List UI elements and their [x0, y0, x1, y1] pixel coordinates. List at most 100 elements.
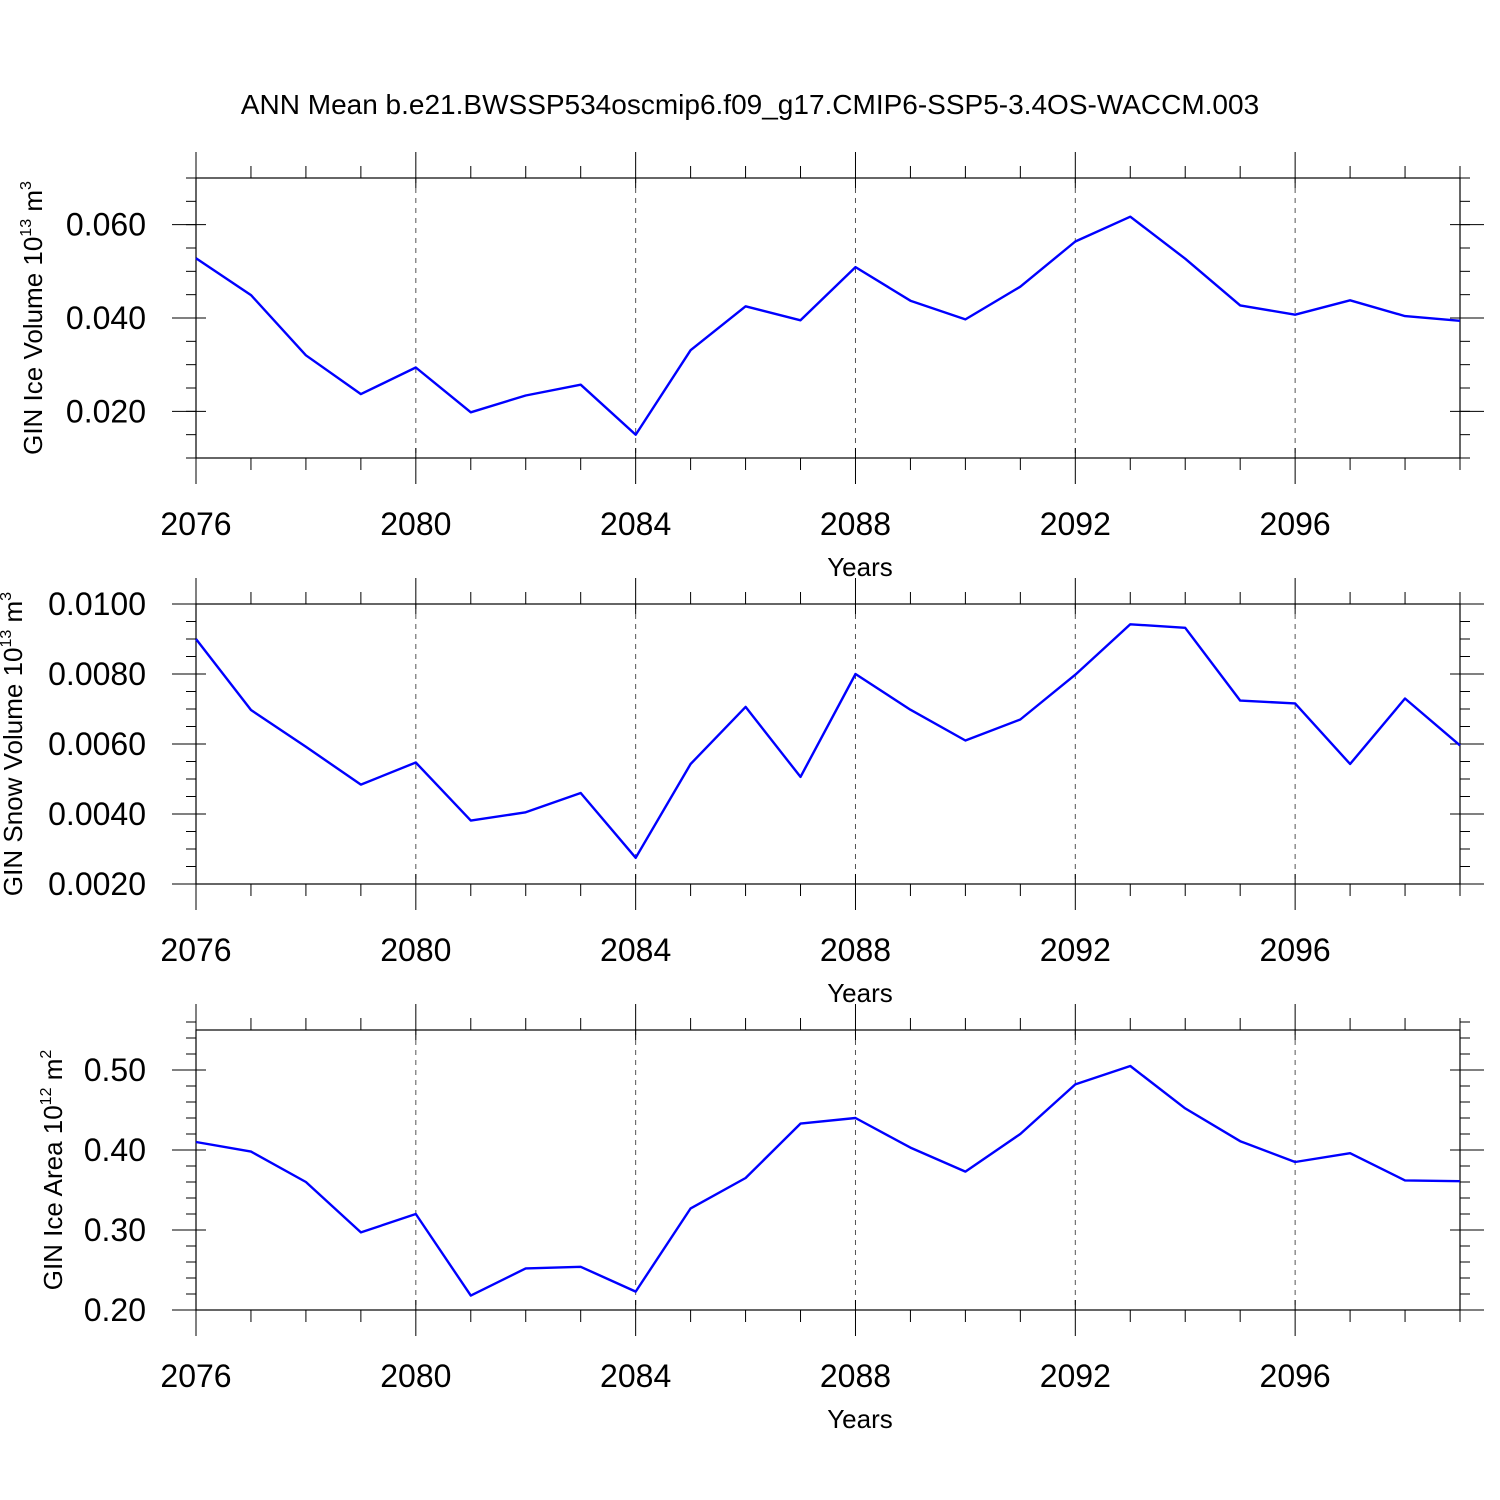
ice-volume-point-2092 [1073, 239, 1077, 243]
snow-volume-ytick-label-2: 0.0060 [48, 726, 146, 762]
snow-volume-point-2076 [194, 637, 198, 641]
ice-area-point-2094 [1183, 1106, 1187, 1110]
panel-ice-volume: 2076 2080 2084 2088 2092 2096 0.020 0.040 0.060 Y… [18, 152, 1484, 582]
snow-volume-ytick-label-3: 0.0080 [48, 656, 146, 692]
ice-area-point-2089 [908, 1146, 912, 1150]
snow-volume-point-2093 [1128, 622, 1132, 626]
snow-volume-point-2090 [963, 739, 967, 743]
snow-volume-xtick-label-2096: 2096 [1260, 932, 1331, 968]
ice-area-xtick-label-2076: 2076 [160, 1358, 231, 1394]
ice-volume-point-2091 [1018, 285, 1022, 289]
chart-title: ANN Mean b.e21.BWSSP534oscmip6.f09_g17.C… [241, 89, 1259, 120]
ice-area-point-2081 [469, 1294, 473, 1298]
ice-area-xtick-label-2084: 2084 [600, 1358, 671, 1394]
ice-area-xtick-label-2096: 2096 [1260, 1358, 1331, 1394]
ice-volume-point-2088 [853, 265, 857, 269]
ice-volume-ylabel-exponent: 13 [18, 219, 35, 237]
ice-volume-ylabel-unit-exponent: 3 [18, 181, 35, 190]
snow-volume-ylabel-unit-exponent: 3 [0, 592, 15, 601]
ice-area-ylabel-text: GIN Ice Area 10 [38, 1105, 68, 1290]
snow-volume-series-line [195, 623, 1461, 859]
ice-area-point-2083 [579, 1265, 583, 1269]
ice-volume-point-2078 [304, 353, 308, 357]
ice-area-ytick-label-3: 0.50 [84, 1052, 146, 1088]
snow-volume-point-2079 [359, 783, 363, 787]
ice-area-point-2077 [249, 1150, 253, 1154]
ice-volume-y-axis-label: GIN Ice Volume 1013 m3 [18, 181, 48, 455]
snow-volume-point-2077 [249, 708, 253, 712]
ice-volume-point-2099 [1458, 319, 1462, 323]
ice-area-y-axis-label: GIN Ice Area 1012 m2 [38, 1050, 68, 1291]
snow-volume-point-2088 [853, 672, 857, 676]
ice-volume-series-line [195, 215, 1461, 436]
ice-volume-point-2081 [469, 410, 473, 414]
snow-volume-ytick-label-1: 0.0040 [48, 796, 146, 832]
ice-volume-point-2096 [1293, 313, 1297, 317]
snow-volume-point-2097 [1348, 762, 1352, 766]
ice-volume-xtick-label-2076: 2076 [160, 506, 231, 542]
ice-volume-ylabel-text: GIN Ice Volume 10 [18, 237, 48, 455]
ice-area-ytick-label-2: 0.40 [84, 1132, 146, 1168]
ice-volume-point-2095 [1238, 303, 1242, 307]
ice-volume-x-axis-label: Years [827, 552, 893, 582]
ice-volume-point-2093 [1128, 215, 1132, 219]
snow-volume-point-2098 [1403, 697, 1407, 701]
ice-volume-xtick-label-2080: 2080 [380, 506, 451, 542]
ice-volume-plot-frame [195, 177, 1461, 459]
snow-volume-point-2078 [304, 745, 308, 749]
snow-volume-point-2096 [1293, 701, 1297, 705]
ice-area-point-2084 [634, 1290, 638, 1294]
ice-volume-point-2098 [1403, 314, 1407, 318]
ice-area-point-2087 [799, 1122, 803, 1126]
ice-area-point-2076 [194, 1140, 198, 1144]
snow-volume-point-2085 [689, 762, 693, 766]
ice-volume-point-2076 [194, 256, 198, 260]
ice-volume-point-2094 [1183, 257, 1187, 261]
snow-volume-point-2091 [1018, 718, 1022, 722]
ice-volume-xtick-label-2088: 2088 [820, 506, 891, 542]
snow-volume-plot-frame [195, 603, 1461, 885]
snow-volume-xtick-label-2092: 2092 [1040, 932, 1111, 968]
ice-area-point-2091 [1018, 1132, 1022, 1136]
ice-volume-xtick-label-2084: 2084 [600, 506, 671, 542]
ice-area-xtick-label-2092: 2092 [1040, 1358, 1111, 1394]
ice-area-point-2082 [524, 1266, 528, 1270]
ice-area-point-2085 [689, 1206, 693, 1210]
ice-area-point-2095 [1238, 1139, 1242, 1143]
snow-volume-point-2082 [524, 810, 528, 814]
snow-volume-ylabel-unit: m [0, 601, 28, 630]
panels: 2076 2080 2084 2088 2092 2096 0.020 0.040 0.060 Y… [0, 152, 1484, 1434]
ice-volume-point-2083 [579, 383, 583, 387]
ice-area-ytick-label-0: 0.20 [84, 1292, 146, 1328]
snow-volume-point-2084 [634, 856, 638, 860]
ice-area-point-2093 [1128, 1064, 1132, 1068]
snow-volume-point-2092 [1073, 673, 1077, 677]
ice-volume-ytick-label-0: 0.020 [66, 393, 146, 429]
ice-area-point-2088 [853, 1116, 857, 1120]
snow-volume-xtick-label-2076: 2076 [160, 932, 231, 968]
snow-volume-point-2086 [744, 705, 748, 709]
ice-volume-point-2097 [1348, 298, 1352, 302]
ice-area-plot-frame [195, 1029, 1461, 1311]
ice-area-xtick-label-2088: 2088 [820, 1358, 891, 1394]
ice-area-ylabel-exponent: 12 [38, 1087, 55, 1105]
snow-volume-point-2094 [1183, 626, 1187, 630]
ice-volume-ytick-label-2: 0.060 [66, 207, 146, 243]
panel-ice-area: 2076 2080 2084 2088 2092 2096 0.20 0.30 0.40 0.50… [38, 1004, 1484, 1434]
ice-volume-point-2085 [689, 348, 693, 352]
snow-volume-x-axis-label: Years [827, 978, 893, 1008]
ice-volume-point-2080 [414, 365, 418, 369]
ice-volume-xtick-label-2096: 2096 [1260, 506, 1331, 542]
snow-volume-xtick-label-2084: 2084 [600, 932, 671, 968]
snow-volume-xtick-label-2088: 2088 [820, 932, 891, 968]
ice-volume-point-2079 [359, 392, 363, 396]
ice-area-point-2078 [304, 1180, 308, 1184]
ice-area-point-2079 [359, 1230, 363, 1234]
snow-volume-point-2087 [799, 775, 803, 779]
ice-volume-ytick-label-1: 0.040 [66, 300, 146, 336]
ice-volume-point-2087 [799, 318, 803, 322]
snow-volume-point-2099 [1458, 743, 1462, 747]
ice-area-point-2096 [1293, 1160, 1297, 1164]
snow-volume-ylabel-text: GIN Snow Volume 10 [0, 648, 28, 897]
